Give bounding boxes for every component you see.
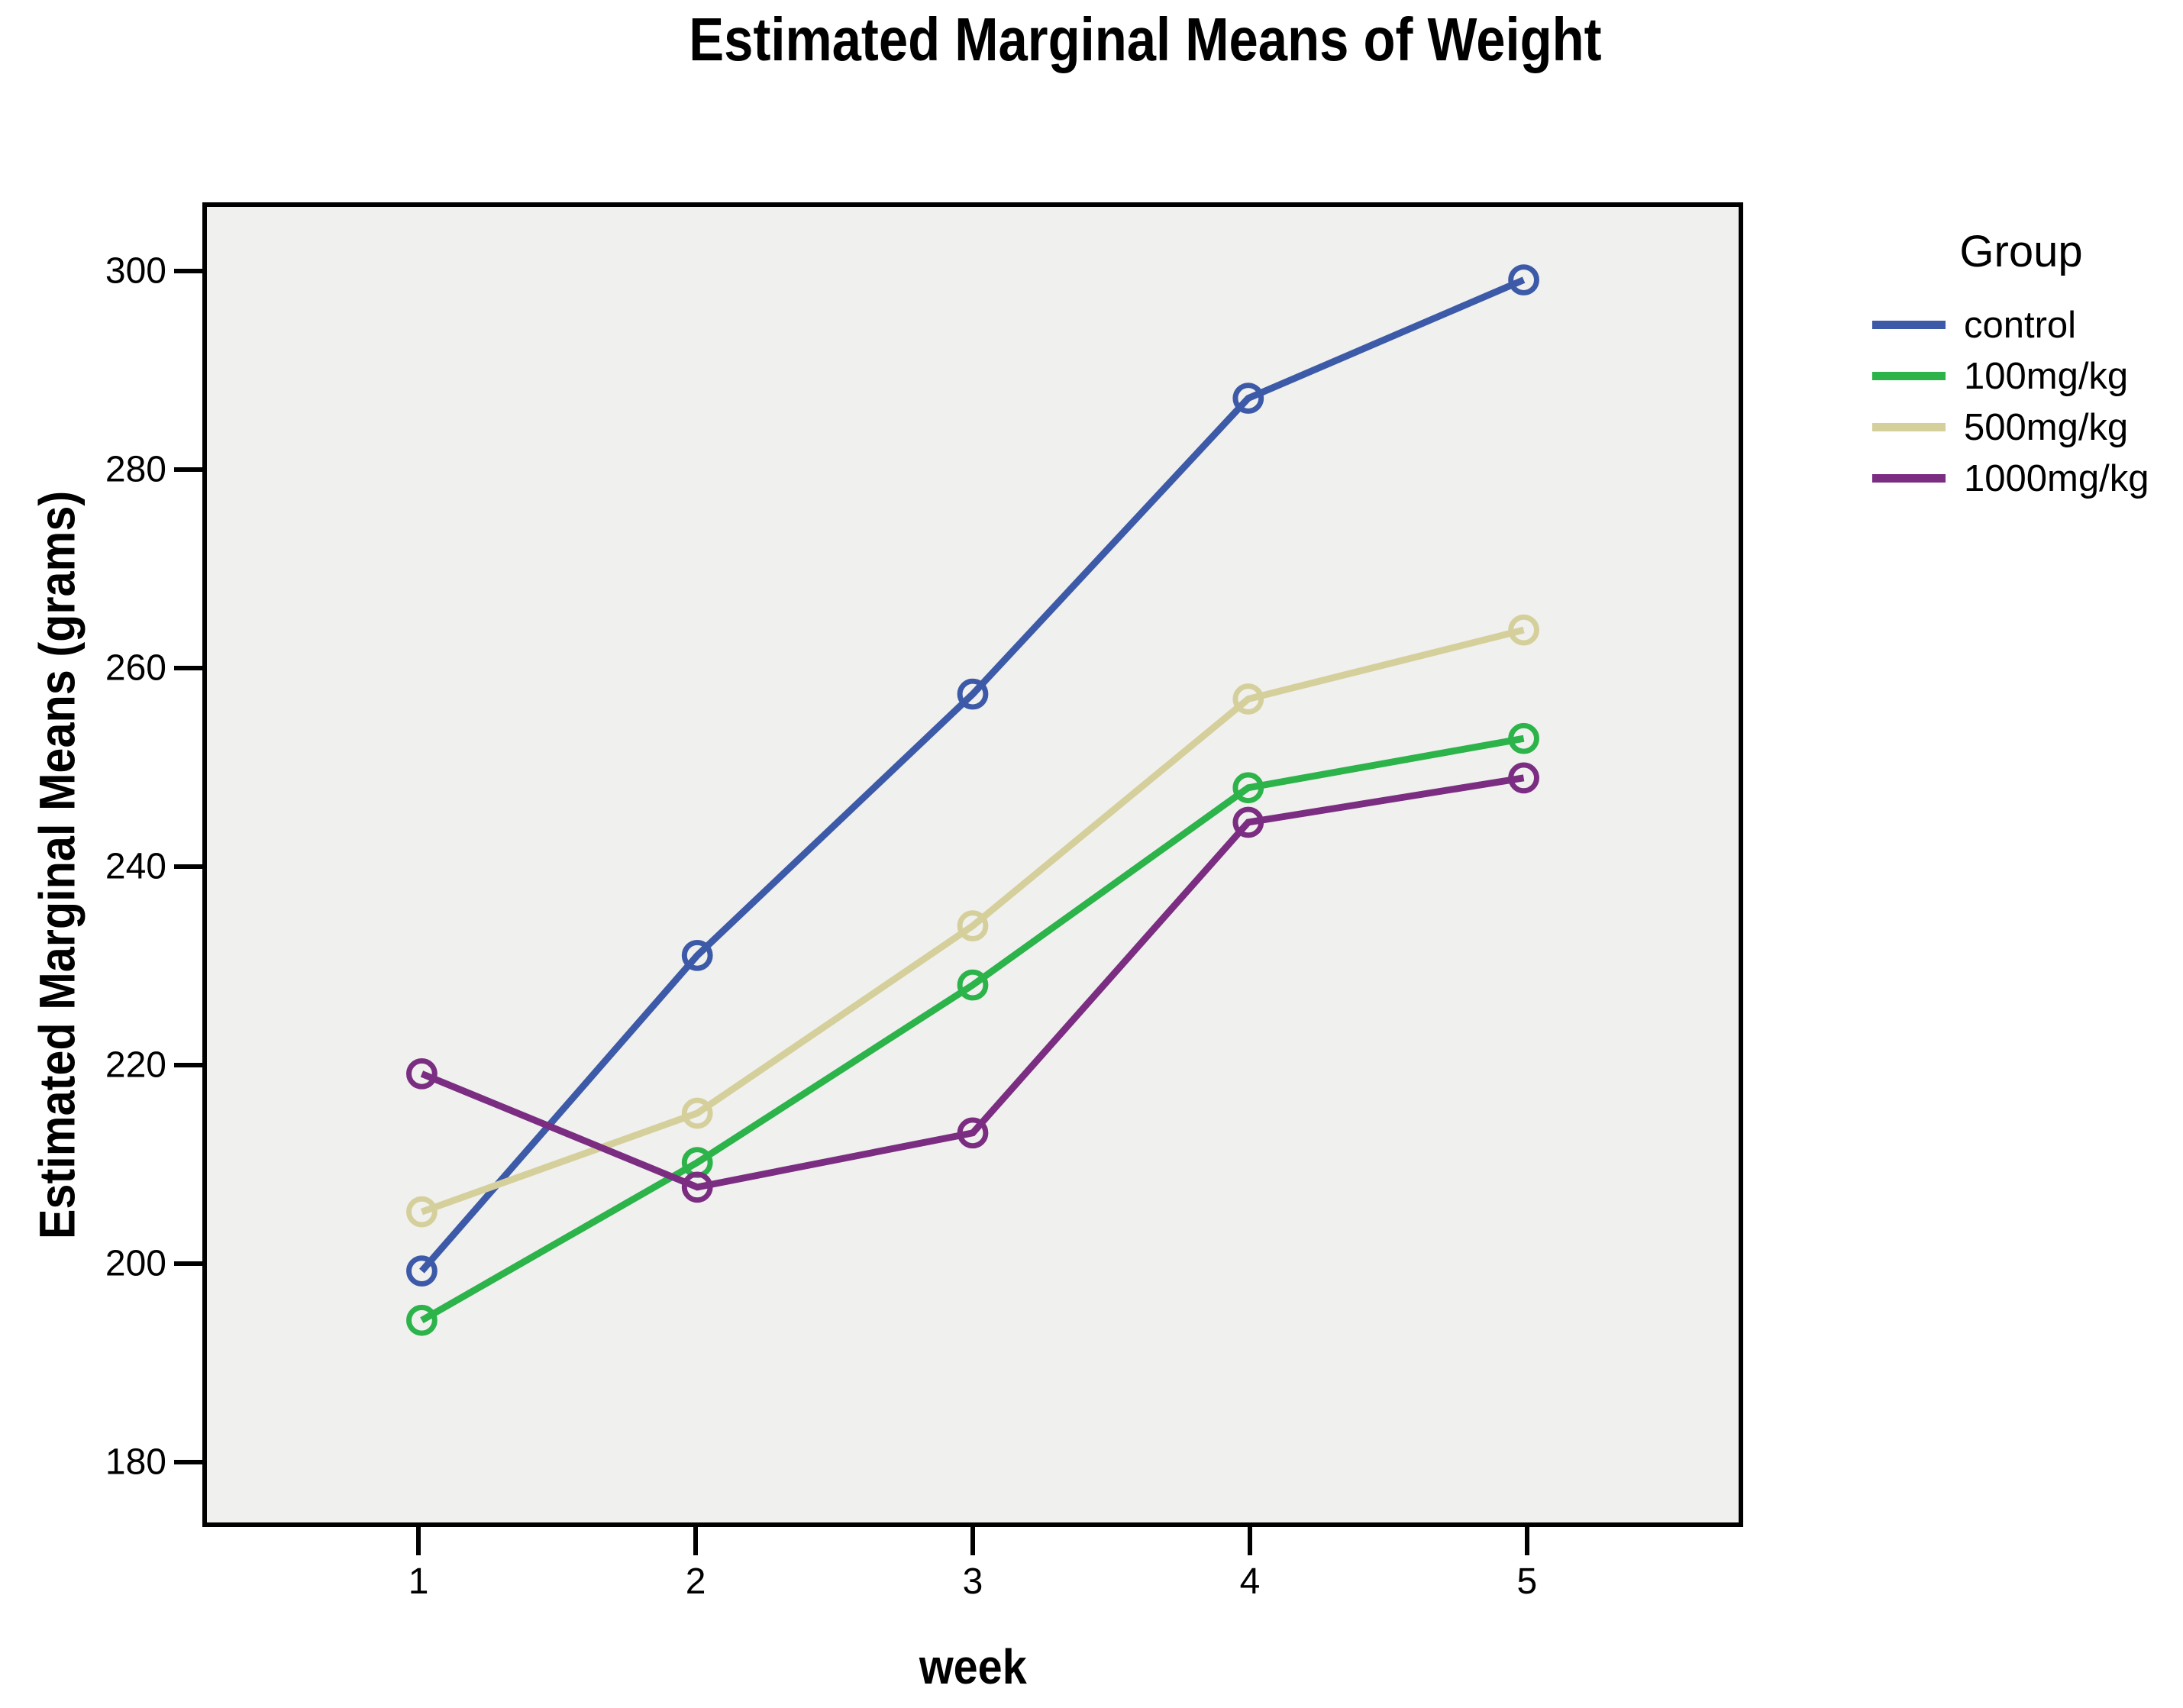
series-marker-100mg/kg-week-5 [1508,722,1539,754]
y-tick-label-260: 260 [105,647,166,689]
y-tick-mark-200 [174,1261,202,1267]
legend-items: control 100mg/kg 500mg/kg 1000mg/kg [1872,299,2170,504]
plot-area [202,202,1743,1527]
x-tick-label-2: 2 [685,1561,706,1602]
x-tick-label-4: 4 [1239,1561,1261,1602]
legend-item-100mg/kg: 100mg/kg [1872,350,2170,402]
series-marker-100mg/kg-week-3 [957,969,989,1001]
series-marker-1000mg/kg-week-2 [681,1171,713,1203]
legend-title: Group [1959,227,2083,276]
series-line-control [419,276,1526,1274]
x-tick-label-3: 3 [962,1561,983,1602]
legend-item-500mg/kg: 500mg/kg [1872,402,2170,453]
series-marker-control-week-1 [406,1255,438,1287]
series-marker-1000mg/kg-week-3 [957,1117,989,1149]
legend-swatch-500mg/kg [1872,423,1946,431]
x-tick-mark-3 [970,1527,975,1555]
y-tick-mark-280 [174,467,202,472]
series-line-500mg/kg [420,626,1525,1216]
y-tick-label-300: 300 [105,250,166,292]
series-marker-100mg/kg-week-1 [406,1304,438,1336]
x-axis-label: week [202,1639,1743,1695]
y-tick-mark-260 [174,665,202,670]
legend-swatch-control [1872,321,1946,329]
series-marker-control-week-4 [1232,383,1264,414]
chart-title: Estimated Marginal Means of Weight [115,5,2175,75]
x-tick-mark-5 [1524,1527,1529,1555]
y-tick-mark-300 [174,268,202,273]
series-marker-1000mg/kg-week-5 [1508,762,1539,794]
legend-swatch-100mg/kg [1872,372,1946,380]
series-marker-100mg/kg-week-4 [1232,772,1264,804]
chart-title-text: Estimated Marginal Means of Weight [688,5,1602,73]
x-tick-mark-4 [1247,1527,1252,1555]
y-tick-label-280: 280 [105,449,166,490]
series-marker-control-week-5 [1508,264,1539,295]
series-marker-500mg/kg-week-5 [1508,614,1539,646]
legend-label-1000mg/kg: 1000mg/kg [1964,457,2149,499]
y-tick-mark-220 [174,1063,202,1068]
x-tick-label-5: 5 [1516,1561,1538,1602]
x-tick-mark-2 [693,1527,699,1555]
legend-label-100mg/kg: 100mg/kg [1964,355,2129,397]
series-marker-500mg/kg-week-2 [681,1097,713,1129]
y-tick-label-200: 200 [105,1243,166,1284]
line-chart-svg [406,264,1539,1336]
y-tick-label-220: 220 [105,1044,166,1086]
y-tick-label-180: 180 [105,1442,166,1483]
y-tick-label-240: 240 [105,846,166,887]
series-marker-500mg/kg-week-4 [1232,683,1264,715]
series-marker-1000mg/kg-week-4 [1232,806,1264,838]
legend-item-control: control [1872,299,2170,350]
legend-label-control: control [1964,304,2077,346]
x-tick-mark-1 [416,1527,421,1555]
y-tick-mark-180 [174,1460,202,1465]
y-tick-mark-240 [174,864,202,870]
series-marker-500mg/kg-week-1 [406,1196,438,1228]
legend-label-500mg/kg: 500mg/kg [1964,406,2129,448]
legend: Group control 100mg/kg 500mg/kg 1000mg/kg [1872,226,2170,504]
series-marker-500mg/kg-week-3 [957,910,989,941]
series-marker-control-week-2 [681,939,713,971]
x-axis-label-text: week [919,1639,1027,1694]
series-marker-control-week-3 [957,678,989,710]
x-tick-label-1: 1 [408,1561,429,1602]
series-line-100mg/kg [420,735,1525,1324]
series-line-1000mg/kg [420,774,1525,1191]
series-marker-1000mg/kg-week-1 [406,1057,438,1090]
legend-item-1000mg/kg: 1000mg/kg [1872,453,2170,504]
legend-swatch-1000mg/kg [1872,474,1946,483]
